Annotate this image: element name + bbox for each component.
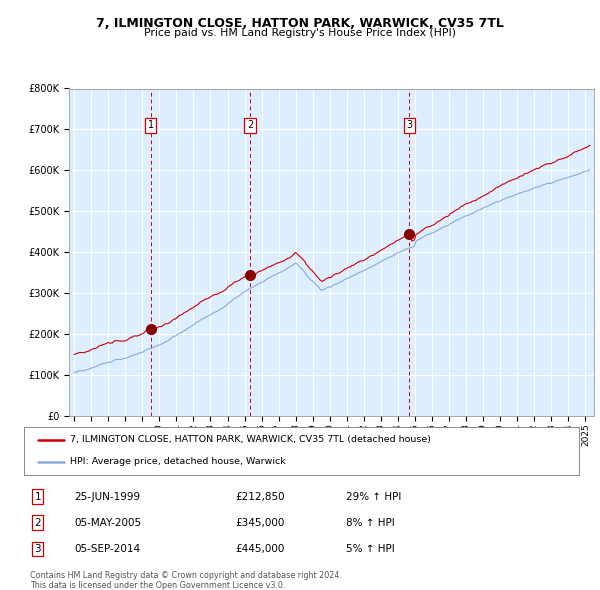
Text: £345,000: £345,000 — [235, 518, 284, 527]
Text: 05-SEP-2014: 05-SEP-2014 — [74, 544, 140, 554]
Text: 7, ILMINGTON CLOSE, HATTON PARK, WARWICK, CV35 7TL (detached house): 7, ILMINGTON CLOSE, HATTON PARK, WARWICK… — [70, 435, 431, 444]
Text: 05-MAY-2005: 05-MAY-2005 — [74, 518, 141, 527]
Text: 25-JUN-1999: 25-JUN-1999 — [74, 491, 140, 502]
Text: Price paid vs. HM Land Registry's House Price Index (HPI): Price paid vs. HM Land Registry's House … — [144, 28, 456, 38]
Text: 3: 3 — [35, 544, 41, 554]
Text: Contains HM Land Registry data © Crown copyright and database right 2024.
This d: Contains HM Land Registry data © Crown c… — [30, 571, 342, 590]
Text: 7, ILMINGTON CLOSE, HATTON PARK, WARWICK, CV35 7TL: 7, ILMINGTON CLOSE, HATTON PARK, WARWICK… — [96, 17, 504, 30]
Text: 1: 1 — [35, 491, 41, 502]
Text: 29% ↑ HPI: 29% ↑ HPI — [346, 491, 401, 502]
Text: HPI: Average price, detached house, Warwick: HPI: Average price, detached house, Warw… — [70, 457, 285, 466]
Text: 3: 3 — [406, 120, 413, 130]
Text: 8% ↑ HPI: 8% ↑ HPI — [346, 518, 395, 527]
Text: 2: 2 — [247, 120, 253, 130]
Text: £212,850: £212,850 — [235, 491, 284, 502]
Text: 1: 1 — [148, 120, 154, 130]
Text: 2: 2 — [35, 518, 41, 527]
Text: £445,000: £445,000 — [235, 544, 284, 554]
Text: 5% ↑ HPI: 5% ↑ HPI — [346, 544, 395, 554]
